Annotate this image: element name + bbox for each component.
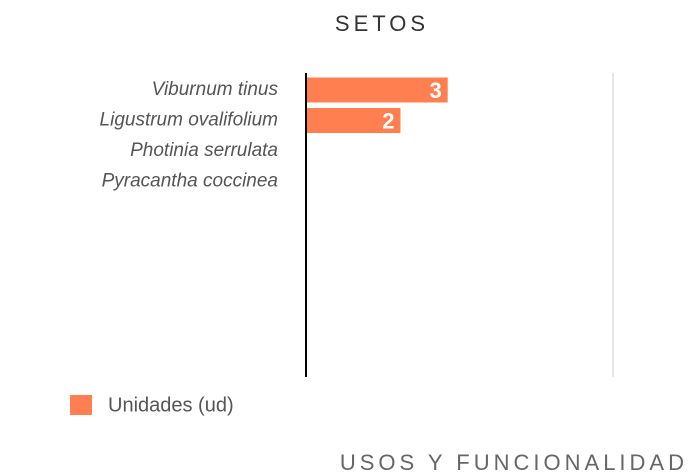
chart-title: SETOS (335, 11, 429, 36)
bar (306, 108, 401, 133)
legend-swatch (70, 395, 92, 415)
y-tick-label: Pyracantha coccinea (102, 171, 278, 192)
bar (306, 77, 448, 103)
value-label: 2 (382, 108, 394, 133)
y-tick-label: Photinia serrulata (130, 140, 278, 161)
y-tick-label: Ligustrum ovalifolium (100, 110, 278, 131)
value-label: 3 (429, 78, 441, 103)
legend-label: Unidades (ud) (108, 394, 234, 416)
y-tick-label: Viburnum tinus (152, 79, 279, 100)
footer: USOS Y FUNCIONALIDAD (340, 450, 688, 474)
